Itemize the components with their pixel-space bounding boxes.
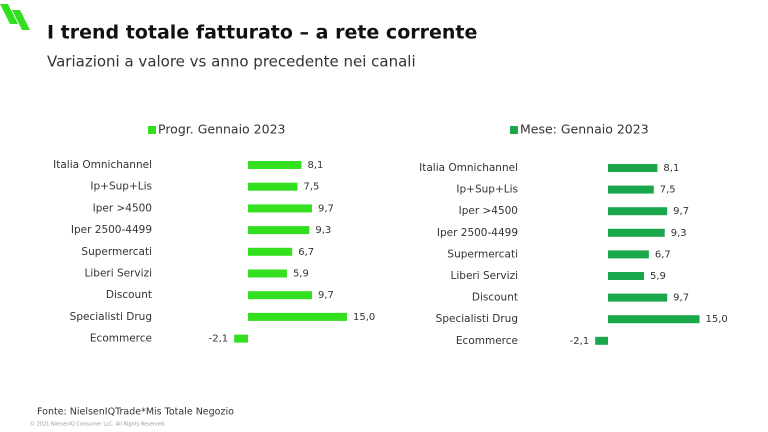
data-label: -2,1	[209, 334, 229, 345]
legend-swatch	[510, 126, 518, 134]
bar	[608, 164, 658, 172]
source: Fonte: NielsenIQTrade*Mis Totale Negozio	[37, 407, 234, 418]
category-label: Iper 2500-4499	[437, 227, 518, 239]
bar	[248, 182, 298, 191]
bar	[248, 312, 347, 321]
data-label: 9,3	[315, 225, 331, 236]
bar	[595, 336, 608, 345]
bar	[248, 204, 313, 213]
bar	[608, 207, 668, 216]
category-label: Italia Omnichannel	[53, 159, 152, 171]
bar	[608, 293, 668, 302]
data-label: 6,7	[298, 247, 314, 258]
bar	[608, 250, 649, 259]
bar	[608, 272, 644, 280]
data-label: 15,0	[353, 312, 375, 323]
bar	[608, 315, 700, 324]
data-label: 9,7	[318, 290, 334, 301]
bar	[248, 269, 287, 278]
category-label: Iper >4500	[93, 202, 152, 214]
bar	[248, 226, 310, 235]
category-label: Discount	[472, 292, 518, 304]
legend-label: Mese: Gennaio 2023	[520, 122, 649, 137]
bar	[608, 185, 654, 194]
category-label: Specialisti Drug	[436, 313, 518, 325]
bar	[608, 228, 665, 237]
data-label: -2,1	[570, 336, 590, 347]
category-label: Discount	[106, 289, 152, 301]
category-label: Ecommerce	[456, 335, 518, 347]
bar	[248, 291, 313, 300]
category-label: Iper >4500	[459, 205, 518, 217]
bar	[248, 161, 302, 169]
category-label: Ecommerce	[90, 333, 152, 345]
logo	[0, 4, 18, 24]
logo	[12, 10, 30, 30]
bar	[248, 247, 293, 256]
data-label: 9,3	[671, 228, 687, 239]
data-label: 8,1	[663, 163, 679, 174]
data-label: 7,5	[660, 185, 676, 196]
data-label: 15,0	[706, 314, 728, 325]
category-label: Iper 2500-4499	[71, 224, 152, 236]
title: I trend totale fatturato – a rete corren…	[47, 22, 477, 44]
category-label: Liberi Servizi	[85, 268, 152, 280]
category-label: Supermercati	[447, 248, 518, 260]
legend-label: Progr. Gennaio 2023	[158, 122, 286, 137]
data-label: 5,9	[293, 269, 309, 280]
data-label: 6,7	[655, 249, 671, 260]
category-label: Ip+Sup+Lis	[456, 184, 518, 196]
copyright: © 2021 NielsenIQ Consumer LLC. All Right…	[30, 421, 166, 428]
subtitle: Variazioni a valore vs anno precedente n…	[47, 53, 416, 71]
bar	[234, 334, 248, 343]
data-label: 9,7	[318, 203, 334, 214]
category-label: Specialisti Drug	[70, 311, 152, 323]
category-label: Italia Omnichannel	[419, 162, 518, 174]
category-label: Supermercati	[81, 246, 152, 258]
data-label: 5,9	[650, 271, 666, 282]
data-label: 9,7	[673, 293, 689, 304]
category-label: Liberi Servizi	[451, 270, 518, 282]
legend-swatch	[148, 126, 156, 134]
category-label: Ip+Sup+Lis	[90, 181, 152, 193]
data-label: 7,5	[304, 182, 320, 193]
data-label: 8,1	[307, 160, 323, 171]
data-label: 9,7	[673, 206, 689, 217]
